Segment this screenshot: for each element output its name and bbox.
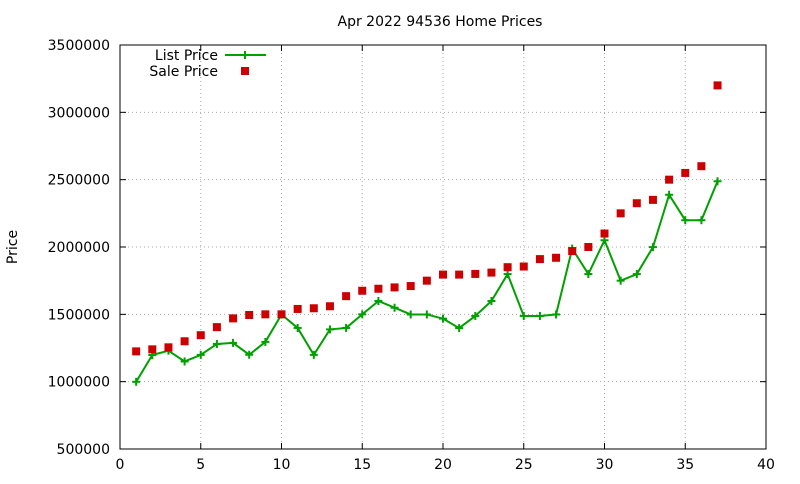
y-axis-label: Price [5, 230, 21, 264]
list-price-point [503, 270, 512, 279]
sale-price-point [503, 263, 512, 272]
legend-plus-swatch [241, 51, 249, 59]
list-price-point [697, 216, 706, 225]
y-tick-label: 3000000 [48, 105, 110, 121]
sale-price-point [552, 253, 561, 262]
sale-price-point [600, 229, 609, 238]
sale-price-point [390, 283, 399, 292]
list-price-point [455, 324, 464, 333]
sale-price-point [148, 345, 157, 354]
sale-price-point [261, 310, 270, 319]
list-price-point [713, 177, 722, 186]
sale-price-point [358, 286, 367, 295]
list-price-point [439, 314, 447, 323]
list-price-point [293, 323, 302, 332]
sale-price-point [665, 175, 674, 184]
sale-price-point [713, 81, 722, 90]
list-price-point [342, 323, 351, 332]
list-price-point [390, 303, 399, 312]
y-tick-label: 1500000 [48, 307, 110, 323]
x-tick-label: 20 [434, 457, 452, 473]
list-price-point [584, 270, 593, 279]
legend-square-swatch [241, 67, 249, 75]
list-price-point [132, 377, 141, 386]
sale-price-point [697, 162, 706, 171]
legend-label: Sale Price [149, 64, 218, 80]
legend-label: List Price [155, 48, 218, 64]
sale-price-point [180, 337, 189, 346]
sale-price-point [584, 243, 593, 251]
list-price-point [519, 311, 528, 320]
sale-price-point [374, 284, 383, 293]
sale-price-point [681, 168, 690, 177]
y-tick-label: 1000000 [48, 375, 110, 391]
list-price-point [600, 236, 609, 245]
sale-price-point [132, 347, 141, 356]
x-tick-label: 25 [515, 457, 533, 473]
sale-price-point [616, 209, 625, 218]
list-price-point [212, 339, 221, 348]
sale-price-point [471, 269, 480, 278]
list-price-point [196, 350, 205, 359]
x-tick-label: 15 [353, 457, 371, 473]
sale-price-point [196, 331, 205, 340]
axis-ticks: 0 5 10 15 20 25 30 35 40 500000 1000000 1500000 2000… [48, 38, 775, 473]
list-price-point [422, 310, 431, 319]
list-price-point [309, 350, 318, 359]
list-price-point [406, 310, 415, 319]
y-tick-label: 3500000 [48, 38, 110, 54]
sale-price-point [632, 199, 641, 208]
list-price-point [552, 310, 561, 319]
grid [120, 45, 766, 449]
x-tick-label: 30 [596, 457, 614, 473]
sale-price-point [519, 262, 528, 271]
sale-price-point [535, 255, 544, 264]
list-price-point [632, 270, 641, 279]
sale-price-point [439, 270, 447, 279]
list-price-point [358, 310, 367, 319]
list-price-point [487, 297, 496, 306]
list-price-point [261, 337, 270, 346]
sale-price-point [229, 314, 238, 323]
sale-price-point [568, 247, 577, 256]
sale-price-point [309, 304, 318, 313]
x-tick-label: 35 [676, 457, 694, 473]
list-price-point [681, 216, 690, 225]
sale-price-point [342, 292, 351, 301]
list-price-point [535, 311, 544, 320]
sale-price-point [164, 343, 173, 352]
list-price-point [616, 276, 625, 285]
y-tick-label: 2500000 [48, 173, 110, 189]
list-price-point [180, 357, 189, 366]
list-price-point [648, 243, 657, 252]
x-tick-label: 10 [273, 457, 291, 473]
sale-price-point [648, 195, 657, 204]
sale-price-point [487, 268, 496, 277]
x-tick-label: 5 [196, 457, 205, 473]
series [132, 81, 722, 386]
sale-price-point [212, 323, 221, 332]
sale-price-point [325, 302, 334, 311]
list-price-point [229, 338, 238, 347]
list-price-point [245, 350, 254, 359]
chart-title: Apr 2022 94536 Home Prices [338, 14, 543, 30]
list-price-point [374, 297, 383, 306]
list-price-point [325, 325, 334, 334]
sale-price-point [455, 270, 464, 279]
x-tick-label: 40 [757, 457, 775, 473]
sale-price-point [406, 282, 415, 291]
list-price-point [665, 190, 674, 199]
y-tick-label: 500000 [57, 442, 110, 458]
sale-price-point [277, 310, 286, 319]
x-tick-label: 0 [116, 457, 125, 473]
y-tick-label: 2000000 [48, 240, 110, 256]
sale-price-point [422, 276, 431, 285]
list-price-point [471, 311, 480, 320]
sale-price-point [245, 311, 254, 320]
sale-price-point [293, 304, 302, 313]
